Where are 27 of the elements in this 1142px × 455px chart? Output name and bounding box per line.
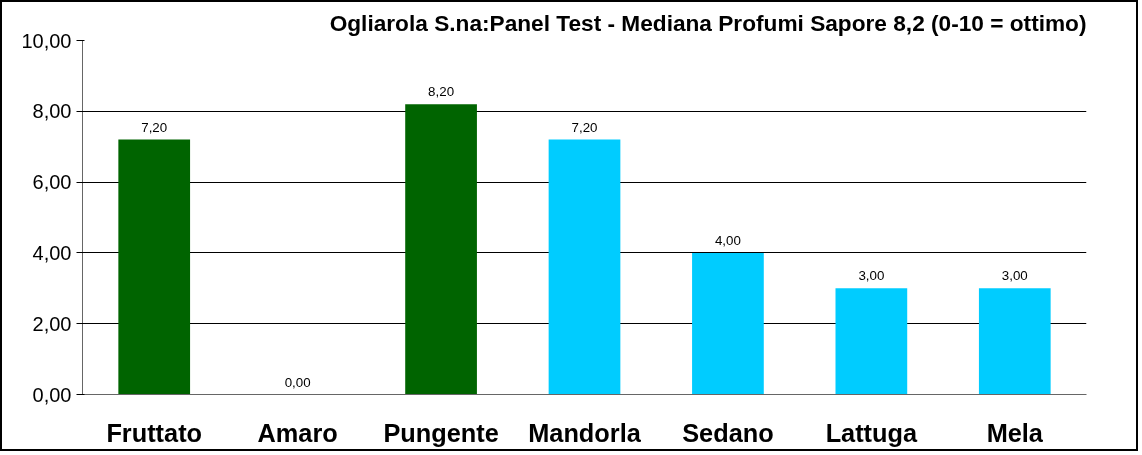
data-label: 7,20 [571, 119, 598, 135]
bar [978, 288, 1051, 395]
x-tick-label: Pungente [383, 418, 499, 447]
chart-title: Ogliarola S.na:Panel Test - Mediana Profumi Sapore 8,2 (0-10 = ottimo) [329, 9, 1087, 36]
y-tick-label: 8,00 [32, 100, 72, 123]
x-tick-label: Amaro [257, 418, 338, 447]
x-tick-label: Sedano [682, 418, 774, 447]
x-tick-label: Fruttato [106, 418, 203, 447]
y-tick-label: 0,00 [32, 383, 72, 406]
bar [548, 139, 621, 395]
y-tick-label: 6,00 [32, 171, 72, 194]
x-tick-label: Mela [986, 418, 1044, 447]
data-label: 8,20 [428, 84, 455, 100]
bar [692, 252, 764, 395]
y-tick-label: 10,00 [21, 29, 72, 52]
data-label: 0,00 [284, 374, 311, 390]
bar [835, 288, 908, 395]
x-tick-label: Lattuga [825, 418, 918, 447]
data-label: 4,00 [714, 232, 741, 248]
y-tick-label: 2,00 [32, 312, 72, 335]
bar [405, 104, 477, 395]
data-label: 7,20 [141, 119, 168, 135]
data-label: 3,00 [1001, 268, 1028, 284]
y-tick-label: 4,00 [32, 241, 72, 264]
bar [118, 139, 191, 395]
data-label: 3,00 [858, 268, 885, 284]
x-tick-label: Mandorla [528, 418, 642, 447]
